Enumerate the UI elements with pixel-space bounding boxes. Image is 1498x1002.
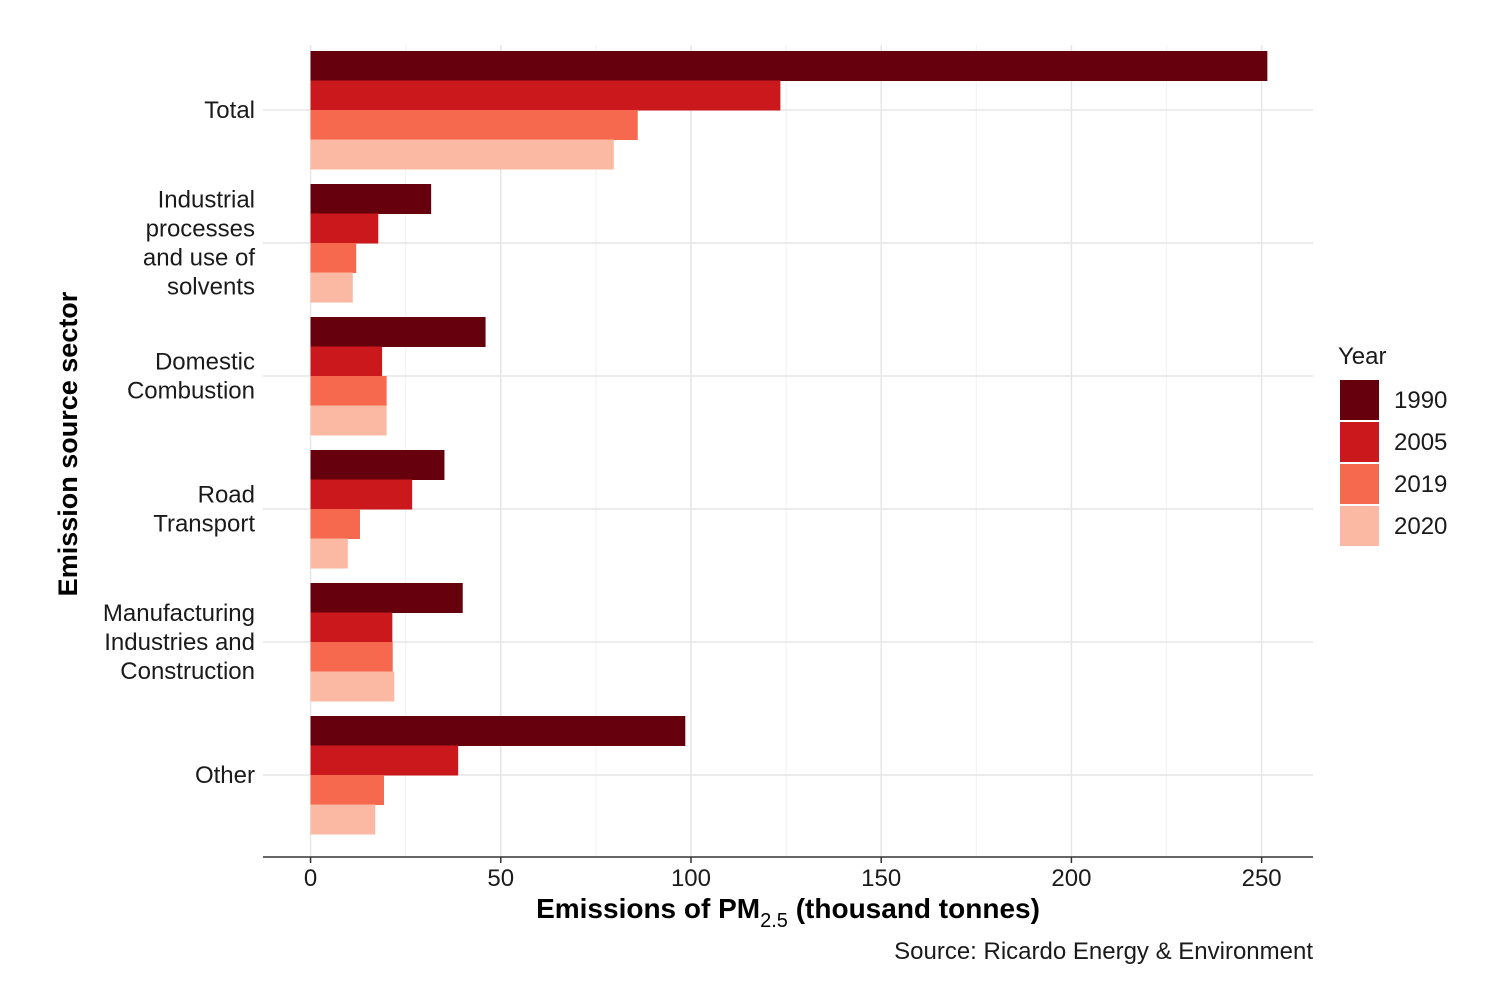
bars bbox=[310, 51, 1268, 835]
legend-swatch-1990 bbox=[1340, 380, 1379, 420]
bar-2005 bbox=[310, 80, 781, 111]
bar-2005 bbox=[310, 745, 459, 776]
bar-2020 bbox=[310, 405, 387, 436]
x-axis-title: Emissions of PM2.5 (thousand tonnes) bbox=[536, 893, 1040, 932]
bar-2019 bbox=[310, 376, 387, 406]
source-caption: Source: Ricardo Energy & Environment bbox=[894, 938, 1313, 965]
bar-1990 bbox=[310, 184, 432, 214]
y-category-label: Total bbox=[204, 97, 255, 124]
y-category-label-line: Manufacturing bbox=[103, 600, 255, 627]
bar-2019 bbox=[310, 110, 638, 140]
legend: Year 1990 2005 2019 2020 bbox=[1338, 343, 1447, 546]
legend-label-2020: 2020 bbox=[1394, 513, 1447, 540]
legend-swatch-2005 bbox=[1340, 422, 1379, 462]
bar-2019 bbox=[310, 509, 361, 539]
bar-2005 bbox=[310, 213, 379, 244]
bar-2019 bbox=[310, 775, 384, 805]
legend-label-2005: 2005 bbox=[1394, 429, 1447, 456]
bar-2019 bbox=[310, 243, 357, 273]
y-category-label-line: Domestic bbox=[155, 349, 255, 376]
bar-1990 bbox=[310, 317, 486, 347]
y-category-label-line: Transport bbox=[153, 511, 255, 538]
legend-swatch-2020 bbox=[1340, 506, 1379, 546]
x-axis: 0 50 100 150 200 250 bbox=[263, 856, 1313, 892]
y-category-label-line: Industrial bbox=[158, 187, 255, 214]
y-category-label-line: solvents bbox=[167, 274, 255, 301]
x-tick-label: 250 bbox=[1242, 865, 1282, 892]
bar-2020 bbox=[310, 671, 395, 702]
x-tick-label: 50 bbox=[487, 865, 514, 892]
y-category-label: Manufacturing Industries and Construction bbox=[103, 600, 255, 685]
y-category-label-line: Construction bbox=[120, 658, 255, 685]
bar-2020 bbox=[310, 538, 348, 569]
y-category-label-line: Total bbox=[204, 97, 255, 124]
y-category-label: Industrial processes and use of solvents bbox=[143, 187, 255, 301]
bar-2020 bbox=[310, 139, 614, 170]
bar-2005 bbox=[310, 479, 413, 510]
y-category-label: Domestic Combustion bbox=[127, 349, 255, 405]
bar-2005 bbox=[310, 612, 393, 643]
y-category-label: Road Transport bbox=[153, 482, 255, 538]
bar-1990 bbox=[310, 51, 1268, 81]
y-category-label-line: and use of bbox=[143, 245, 255, 272]
bar-1990 bbox=[310, 583, 463, 613]
y-category-label-line: Combustion bbox=[127, 378, 255, 405]
y-category-label-line: Industries and bbox=[104, 629, 255, 656]
y-axis-title: Emission source sector bbox=[53, 291, 83, 596]
bar-2019 bbox=[310, 642, 393, 672]
x-tick-label: 100 bbox=[671, 865, 711, 892]
y-category-label-line: Other bbox=[195, 762, 255, 789]
category-labels: Total Industrial processes and use of solven… bbox=[103, 97, 255, 789]
y-category-label: Other bbox=[195, 762, 255, 789]
legend-swatch-2019 bbox=[1340, 464, 1379, 504]
bar-2020 bbox=[310, 272, 353, 303]
bar-1990 bbox=[310, 450, 445, 480]
bar-2005 bbox=[310, 346, 383, 377]
legend-label-2019: 2019 bbox=[1394, 471, 1447, 498]
y-category-label-line: processes bbox=[146, 216, 255, 243]
x-tick-label: 150 bbox=[861, 865, 901, 892]
legend-label-1990: 1990 bbox=[1394, 387, 1447, 414]
bar-2020 bbox=[310, 804, 376, 835]
bar-1990 bbox=[310, 716, 686, 746]
x-tick-label: 0 bbox=[304, 865, 317, 892]
x-tick-label: 200 bbox=[1051, 865, 1091, 892]
legend-title: Year bbox=[1338, 343, 1387, 370]
y-category-label-line: Road bbox=[198, 482, 255, 509]
